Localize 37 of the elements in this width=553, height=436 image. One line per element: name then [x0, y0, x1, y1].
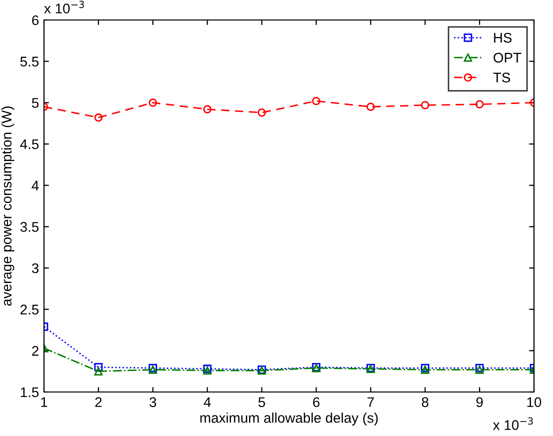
x-tick-label: 9 [476, 397, 483, 408]
point [94, 367, 103, 376]
legend-label: OPT [494, 52, 522, 63]
x-tick-label: 2 [95, 397, 102, 407]
x-tick-label: 6 [313, 397, 320, 408]
legend-label: TS [493, 72, 510, 82]
point [475, 100, 484, 108]
y-tick-label: 4.5 [20, 139, 39, 150]
y-tick-label: 1.5 [20, 387, 39, 398]
y-tick-label: 6 [32, 15, 39, 26]
x-tick-label: 1 [41, 397, 48, 407]
x-tick-label: 7 [368, 397, 374, 407]
point [366, 102, 375, 111]
y-tick-label: 2 [32, 346, 38, 356]
x-tick-label: 4 [204, 397, 211, 407]
text: x 10$^{−3}$ [493, 417, 533, 430]
x-tick-label: 8 [422, 397, 428, 408]
point [312, 96, 320, 106]
point [420, 100, 430, 110]
x-tick-label: 10 [527, 397, 542, 408]
y-tick-label: 5.5 [20, 56, 39, 67]
y-axis-title: average power consumption (W) [1, 106, 14, 306]
point [94, 113, 103, 122]
point [258, 108, 266, 117]
y-tick-label: 5 [32, 98, 39, 108]
y-tick-label: 4 [32, 180, 39, 190]
point [203, 105, 212, 114]
x-axis-title: maximum allowable delay (s) [200, 412, 378, 426]
text: x 10$^{−3}$ [44, 0, 84, 14]
legend-label: HS [494, 32, 512, 43]
y-tick-label: 3 [32, 263, 39, 274]
x-tick-label: 3 [150, 397, 156, 408]
y-tick-label: 2.5 [20, 304, 39, 315]
x-tick-label: 5 [258, 397, 266, 408]
y-tick-label: 3.5 [20, 222, 39, 232]
point [148, 98, 158, 107]
point [94, 363, 103, 372]
